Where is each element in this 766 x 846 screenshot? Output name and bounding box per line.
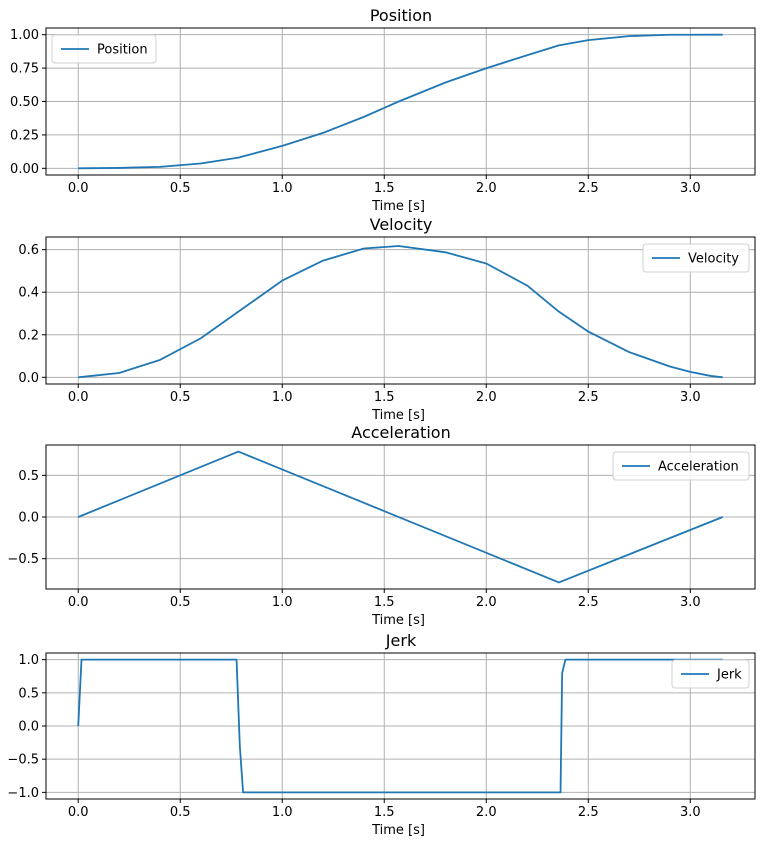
series-line-jerk: [77, 658, 723, 794]
x-tick-label: 1.0: [272, 595, 293, 610]
x-tick-label: 1.0: [272, 390, 293, 405]
x-tick-label: 3.0: [680, 181, 701, 196]
legend-box: [671, 659, 750, 689]
x-tick-label: 2.0: [476, 805, 497, 820]
y-tick-label: −0.5: [7, 552, 39, 567]
legend: Jerk: [671, 659, 750, 689]
series-line-velocity: [78, 245, 723, 379]
subplot-velocity: 0.0 0.5 1.0 1.5 2.0 2.5 3.0 0.0 0.2 0.4 0.6 Velocit…: [18, 215, 756, 423]
chart-title: Position: [370, 6, 432, 25]
axes-frame: [45, 236, 756, 385]
y-tick-label: 1.00: [10, 28, 39, 43]
y-tick-label: 0.5: [18, 686, 39, 701]
x-tick-label: 2.0: [476, 595, 497, 610]
legend: Velocity: [642, 243, 750, 273]
x-tick-label: 2.5: [578, 805, 599, 820]
x-tick-label: 3.0: [680, 390, 701, 405]
x-axis-label: Time [s]: [371, 408, 425, 423]
legend: Position: [51, 34, 157, 64]
legend-label: Position: [97, 43, 148, 58]
chart-title: Acceleration: [351, 423, 450, 442]
x-tick-label: 2.0: [476, 390, 497, 405]
x-tick-label: 1.5: [374, 390, 395, 405]
legend-box: [642, 243, 750, 273]
y-tick-label: 0.75: [10, 62, 39, 77]
y-tick-label: 0.6: [18, 243, 39, 258]
legend-box: [612, 451, 750, 481]
y-tick-label: 0.5: [18, 469, 39, 484]
subplot-position: 0.0 0.5 1.0 1.5 2.0 2.5 3.0 0.00 0.25 0.50 0.75 1.0…: [10, 6, 756, 214]
legend-label: Velocity: [688, 252, 739, 267]
subplot-acceleration: 0.0 0.5 1.0 1.5 2.0 2.5 3.0 −0.5 0.0 0.5 Accelerat…: [7, 423, 756, 628]
x-tick-label: 2.5: [578, 181, 599, 196]
legend-label: Acceleration: [658, 460, 739, 475]
x-tick-label: 2.5: [578, 595, 599, 610]
legend-label: Jerk: [716, 668, 742, 683]
x-tick-label: 3.0: [680, 805, 701, 820]
x-tick-label: 0.5: [170, 181, 191, 196]
x-tick-label: 1.5: [374, 595, 395, 610]
y-tick-label: −0.5: [7, 753, 39, 768]
y-tick-label: 0.2: [18, 328, 39, 343]
x-tick-label: 2.0: [476, 181, 497, 196]
series-line-acceleration: [77, 450, 724, 584]
x-tick-label: 0.0: [68, 805, 89, 820]
y-tick-label: 0.0: [18, 371, 39, 386]
chart-title: Jerk: [385, 631, 417, 650]
y-tick-label: −1.0: [7, 786, 39, 801]
series-line-position: [78, 33, 723, 170]
x-tick-label: 0.5: [170, 390, 191, 405]
subplot-jerk: 0.0 0.5 1.0 1.5 2.0 2.5 3.0 −1.0 −0.5 0.0 0.5 1.0 Je…: [7, 631, 756, 838]
x-tick-label: 2.5: [578, 390, 599, 405]
legend-box: [51, 34, 157, 64]
legend: Acceleration: [612, 451, 750, 481]
y-tick-label: 0.25: [10, 128, 39, 143]
y-tick-label: 0.50: [10, 95, 39, 110]
x-tick-label: 3.0: [680, 595, 701, 610]
x-tick-label: 1.0: [272, 181, 293, 196]
x-axis-label: Time [s]: [371, 613, 425, 628]
x-tick-label: 0.0: [68, 390, 89, 405]
x-tick-label: 0.0: [68, 595, 89, 610]
x-tick-label: 1.5: [374, 181, 395, 196]
y-tick-label: 0.0: [18, 720, 39, 735]
y-tick-label: 0.4: [18, 286, 39, 301]
x-tick-label: 1.5: [374, 805, 395, 820]
y-tick-label: 1.0: [18, 653, 39, 668]
chart-title: Velocity: [370, 215, 433, 234]
x-axis-label: Time [s]: [371, 823, 425, 838]
x-axis-label: Time [s]: [371, 199, 425, 214]
x-tick-label: 1.0: [272, 805, 293, 820]
x-tick-label: 0.5: [170, 595, 191, 610]
x-tick-label: 0.0: [68, 181, 89, 196]
y-tick-label: 0.0: [18, 511, 39, 526]
y-tick-label: 0.00: [10, 162, 39, 177]
x-tick-label: 0.5: [170, 805, 191, 820]
